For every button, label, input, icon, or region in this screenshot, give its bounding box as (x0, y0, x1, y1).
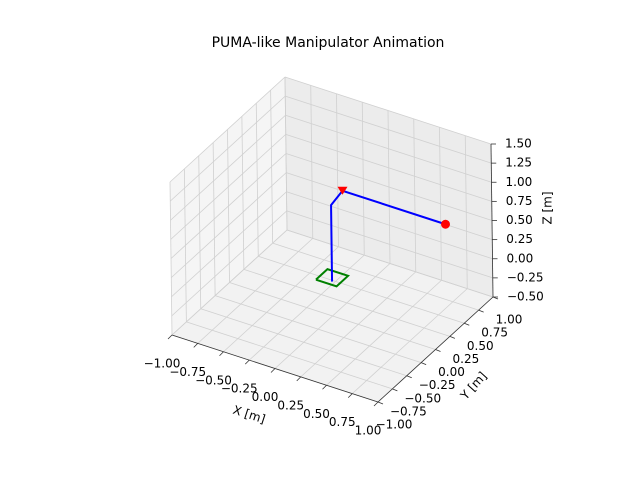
x-tick-label: −0.75 (169, 365, 206, 379)
y-tick (392, 388, 398, 392)
x-tick (270, 368, 276, 373)
y-tick (406, 375, 412, 379)
marker-circle (441, 219, 450, 229)
z-tick-label: 1.50 (505, 137, 532, 151)
z-tick-label: 0.50 (506, 213, 533, 227)
y-tick-label: −0.25 (419, 378, 456, 392)
z-tick-label: 0.75 (506, 194, 533, 208)
grid-line (200, 308, 407, 377)
x-tick-label: 1.00 (355, 424, 382, 438)
y-tick-label: 0.25 (453, 352, 480, 366)
grid-line (171, 229, 288, 336)
x-tick-label: −1.00 (144, 357, 181, 371)
x-tick-label: −0.25 (221, 382, 258, 396)
y-tick-label: −1.00 (376, 418, 413, 432)
grid-line (170, 172, 287, 278)
y-tick-label: 1.00 (496, 313, 523, 327)
grid-line (171, 191, 287, 298)
series-line (315, 268, 350, 288)
x-tick-label: −0.50 (195, 373, 232, 387)
y-tick (449, 336, 456, 339)
chart-title: PUMA-like Manipulator Animation (212, 35, 445, 51)
x-tick-label: 0.25 (277, 398, 304, 412)
z-tick-label: −0.50 (507, 290, 544, 304)
x-tick (193, 343, 199, 348)
y-tick-label: −0.50 (404, 391, 441, 405)
grid-line (170, 114, 286, 221)
grid-line (215, 295, 422, 364)
grid-line (169, 76, 286, 183)
y-tick-label: −0.75 (390, 404, 427, 418)
x-tick (322, 384, 327, 390)
y-tick-label: 0.50 (467, 339, 494, 353)
y-tick (464, 322, 470, 326)
grid-line (285, 133, 492, 202)
grid-line (243, 268, 450, 337)
x-tick (219, 351, 224, 357)
grid-line (186, 321, 393, 390)
x-tick-label: 0.00 (252, 390, 279, 404)
grid-line (285, 114, 492, 183)
y-tick (420, 362, 427, 365)
x-tick (296, 376, 302, 382)
x-tick (167, 334, 173, 340)
x-tick-label: 0.50 (303, 407, 330, 421)
x-tick (373, 401, 379, 407)
grid-line (171, 210, 288, 317)
z-tick-label: 0.00 (507, 251, 534, 265)
grid-line (170, 153, 287, 259)
grid-line (286, 191, 493, 260)
series-line (330, 189, 446, 282)
z-axis-label: Z [m] (541, 191, 555, 224)
y-tick-label: 0.00 (438, 365, 465, 379)
grid-line (229, 282, 436, 350)
marker-triangle (337, 186, 348, 195)
grid-line (272, 242, 479, 311)
x-tick-label: 0.75 (329, 415, 356, 429)
grid-line (169, 95, 286, 202)
z-tick-label: 0.25 (506, 232, 533, 246)
grid-line (170, 134, 287, 240)
z-tick-label: −0.25 (507, 270, 544, 284)
x-tick (347, 393, 353, 398)
grid-line (284, 76, 492, 145)
grid-line (258, 255, 465, 324)
y-tick-label: 0.75 (481, 326, 508, 340)
grid-line (286, 229, 494, 298)
y-tick (478, 309, 484, 313)
y-tick (435, 349, 441, 352)
grid-line (285, 95, 492, 164)
grid-line (286, 210, 493, 279)
y-tick (377, 401, 384, 405)
z-tick-label: 1.25 (505, 156, 532, 170)
grid-line (285, 153, 493, 221)
x-tick (244, 359, 250, 365)
z-tick-label: 1.00 (506, 175, 533, 189)
